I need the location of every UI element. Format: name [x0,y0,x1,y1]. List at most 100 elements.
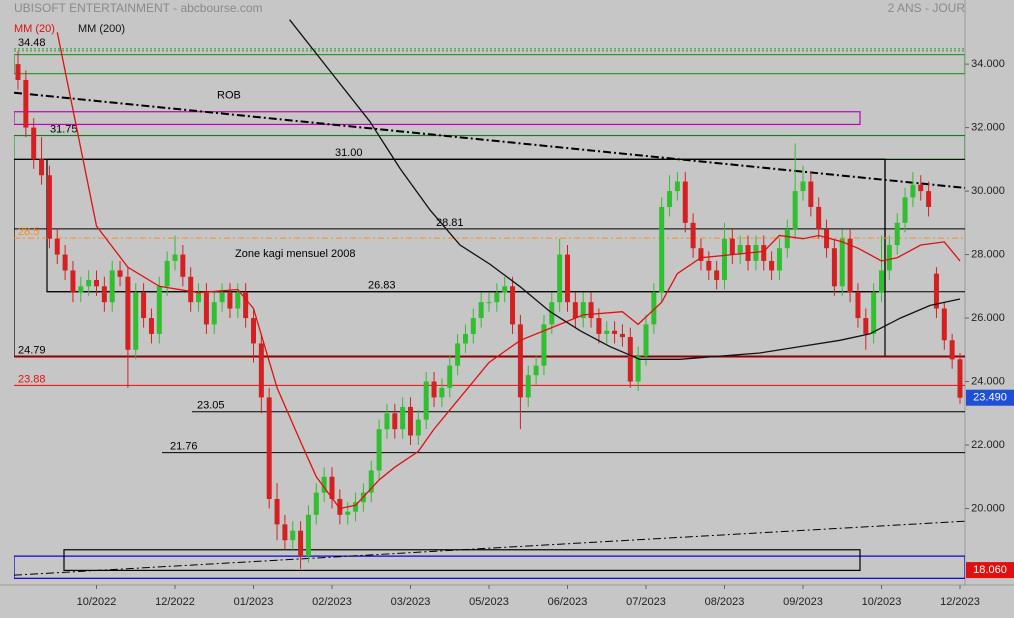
candle-body [871,292,877,334]
candle-body [714,270,720,280]
candle-body [86,279,92,287]
candle-body [729,238,735,255]
candle-body [423,381,429,420]
candle-body [392,413,398,430]
x-tick-label: 08/2023 [705,596,745,608]
candle-body [227,292,233,309]
zone-label: ROB [217,90,241,102]
x-tick-label: 02/2023 [312,596,352,608]
trendline [14,520,965,576]
candle-body [462,333,468,344]
candle-body [439,387,445,398]
candle-body [769,260,775,271]
candle-body [737,245,743,255]
candle-body [949,340,955,360]
candle-body [847,238,853,293]
x-tick-label: 10/2023 [862,596,902,608]
candle-body [800,181,806,192]
candle-body [321,476,327,493]
candle-body [235,292,241,309]
candle-body [180,254,186,277]
x-tick-label: 12/2023 [940,596,980,608]
level-label: 26.83 [368,280,396,292]
x-tick-label: 01/2023 [234,596,274,608]
candle-body [345,511,351,515]
x-tick-label: 05/2023 [469,596,509,608]
candle-body [219,292,225,303]
y-tick-label: 32.000 [971,122,1005,134]
candle-body [431,381,437,398]
candle-body [674,181,680,192]
candle-body [408,406,413,436]
candle-body [557,254,563,303]
candle-body [298,530,304,557]
level-label: 34.48 [18,37,46,49]
x-tick-label: 12/2022 [155,596,195,608]
candle-body [203,292,209,325]
chart-subtitle: 2 ANS - JOUR [888,1,966,15]
candle-body [517,324,523,398]
ma-line [289,19,961,360]
candle-body [816,206,822,230]
candle-body [148,318,154,334]
candle-body [133,292,139,350]
trendline [14,91,965,189]
candle-body [494,292,500,303]
candle-body [62,254,68,271]
candle-body [337,498,343,515]
candle-body [753,245,759,261]
candle-body [266,397,272,499]
y-tick-label: 28.000 [971,248,1005,260]
candle-body [706,260,712,271]
candle-body [502,286,508,293]
candle-body [447,365,453,388]
level-label: 23.88 [18,373,46,385]
candle-body [156,286,162,334]
ma-line [56,32,961,510]
candle-body [941,308,947,341]
y-tick-label: 26.000 [971,312,1005,324]
candle-body [196,292,202,303]
candle-body [243,292,249,319]
candle-body [101,286,107,303]
candle-body [604,330,610,334]
candle-body [651,292,657,325]
candle-body [486,302,492,304]
candle-body [572,302,578,319]
y-tick-label: 20.000 [971,502,1005,514]
legend-entry: MM (20) [14,23,55,35]
candle-body [824,229,830,249]
candle-body [70,270,76,293]
candle-body [109,270,115,303]
candle-body [478,302,484,319]
candle-body [510,286,516,325]
candle-body [78,286,84,293]
candle-body [643,324,649,357]
candle-body [15,64,21,80]
candle-body [400,406,406,430]
candle-body [54,238,60,255]
x-tick-label: 03/2023 [391,596,431,608]
candle-body [415,419,421,436]
candle-body [863,318,869,334]
candle-body [831,248,837,287]
candle-body [792,191,798,230]
candle-body [667,191,673,207]
level-label: 23.05 [197,400,225,412]
candle-body [455,343,461,366]
candle-body [855,292,861,319]
candle-body [612,330,618,334]
level-label: 24.79 [18,344,46,356]
zone [14,53,965,75]
candle-body [353,502,359,512]
y-tick-label: 24.000 [971,375,1005,387]
candle-body [251,318,256,344]
candle-body [886,245,892,271]
low-marker-box [966,562,1014,579]
x-tick-label: 06/2023 [548,596,588,608]
candle-body [682,181,688,223]
candle-body [722,238,727,280]
y-tick-label: 30.000 [971,185,1005,197]
candle-body [117,270,123,277]
